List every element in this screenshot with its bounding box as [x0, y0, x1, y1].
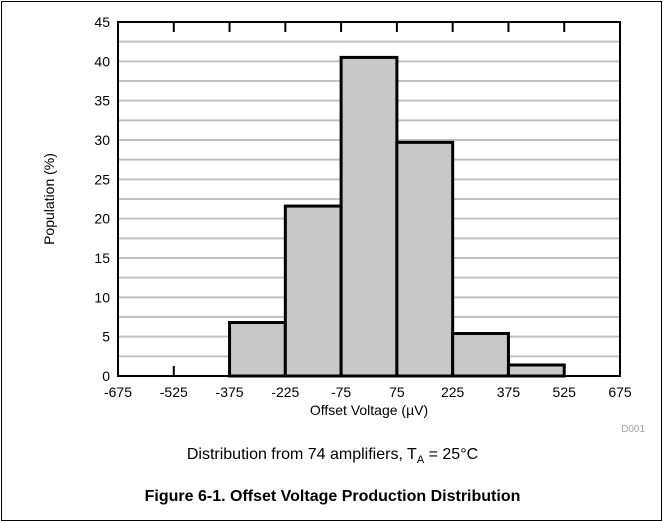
x-tick-label: -675 [104, 384, 132, 400]
histogram-bar [395, 140, 455, 378]
histogram-bar [283, 204, 343, 378]
bars [228, 55, 566, 378]
figure-code: D001 [621, 424, 645, 435]
x-tick-label: -75 [331, 384, 351, 400]
chart-caption: Distribution from 74 amplifiers, TA = 25… [0, 446, 665, 466]
y-tick-label: 45 [94, 14, 110, 30]
caption-text-after: = 25°C [424, 446, 479, 463]
plot-border [117, 21, 621, 377]
x-tick-label: -525 [160, 384, 188, 400]
y-tick-label: 35 [94, 93, 110, 109]
histogram-chart: 0 5 10 15 20 25 30 35 40 45 -675 -525 -375 -225 -75 75… [41, 14, 645, 435]
x-tick-label: -375 [216, 384, 244, 400]
y-axis-title: Population (%) [41, 153, 57, 245]
y-tick-labels: 0 5 10 15 20 25 30 35 40 45 [94, 14, 110, 384]
y-tick-label: 0 [102, 368, 110, 384]
y-tick-label: 10 [94, 289, 110, 305]
y-tick-label: 40 [94, 53, 110, 69]
caption-subscript: A [416, 454, 425, 467]
x-axis-title: Offset Voltage (µV) [310, 402, 428, 418]
histogram-bar [228, 321, 287, 378]
caption-text: Distribution from 74 amplifiers, T [186, 446, 417, 463]
y-tick-label: 5 [102, 329, 110, 345]
x-tick-label: 225 [441, 384, 465, 400]
figure-title: Figure 6-1. Offset Voltage Production Di… [144, 488, 521, 505]
y-tick-label: 25 [94, 171, 110, 187]
x-tick-label: 375 [497, 384, 521, 400]
y-tick-label: 30 [94, 132, 110, 148]
x-tick-label: 675 [608, 384, 632, 400]
histogram-bar [451, 332, 510, 378]
x-tick-label: -225 [271, 384, 299, 400]
x-tick-labels: -675 -525 -375 -225 -75 75 225 375 525 675 [104, 384, 632, 400]
histogram-bar [506, 363, 566, 378]
y-tick-label: 20 [94, 211, 110, 227]
y-tick-label: 15 [94, 250, 110, 266]
x-tick-label: 75 [389, 384, 405, 400]
x-tick-label: 525 [553, 384, 577, 400]
histogram-bar [339, 55, 399, 378]
